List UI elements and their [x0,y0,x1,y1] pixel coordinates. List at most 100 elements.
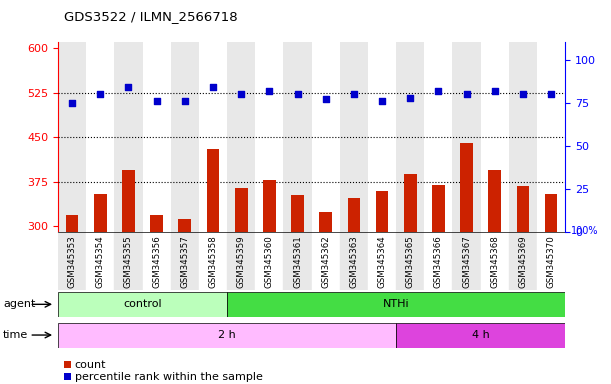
Bar [284,42,312,232]
Bar [488,170,501,384]
Bar [396,232,424,290]
Text: GSM345363: GSM345363 [349,235,359,288]
Text: GSM345359: GSM345359 [236,235,246,288]
Text: time: time [3,330,28,340]
Point [490,88,500,94]
Point [236,91,246,97]
Bar [150,215,163,384]
Bar [432,185,445,384]
Bar [291,195,304,384]
Text: GSM345356: GSM345356 [152,235,161,288]
Text: 100%: 100% [571,226,598,236]
Bar [58,42,86,232]
Point [67,100,77,106]
Bar [235,188,247,384]
Bar [207,149,219,384]
Bar [199,42,227,232]
Bar [509,232,537,290]
Bar [94,194,107,384]
Bar [453,232,481,290]
Text: NTHi: NTHi [383,299,409,310]
Bar [396,323,565,348]
Bar [424,42,453,232]
Text: GSM345365: GSM345365 [406,235,415,288]
Bar [86,232,114,290]
Bar [424,232,453,290]
Point [123,84,133,90]
Bar [255,232,284,290]
Point [293,91,302,97]
Point [518,91,528,97]
Text: count: count [75,360,106,370]
Bar [320,212,332,384]
Bar [178,218,191,384]
Bar [545,194,557,384]
Text: GSM345361: GSM345361 [293,235,302,288]
Bar [376,191,389,384]
Bar [58,292,227,317]
Text: control: control [123,299,162,310]
Text: agent: agent [3,299,35,310]
Point [321,96,331,103]
Text: GSM345364: GSM345364 [378,235,387,288]
Bar [481,42,509,232]
Bar [58,323,396,348]
Bar [114,42,142,232]
Bar [227,42,255,232]
Text: GSM345362: GSM345362 [321,235,330,288]
Text: GSM345355: GSM345355 [124,235,133,288]
Bar [86,42,114,232]
Point [180,98,189,104]
Text: GDS3522 / ILMN_2566718: GDS3522 / ILMN_2566718 [64,10,238,23]
Bar [263,180,276,384]
Bar [537,232,565,290]
Point [265,88,274,94]
Point [405,94,415,101]
Bar [340,42,368,232]
Point [349,91,359,97]
Bar [122,170,135,384]
Bar [255,42,284,232]
Bar [537,42,565,232]
Text: GSM345357: GSM345357 [180,235,189,288]
Bar [453,42,481,232]
Text: GSM345358: GSM345358 [208,235,218,288]
Text: GSM345354: GSM345354 [96,235,105,288]
Bar [142,232,170,290]
Bar [368,232,396,290]
Bar [348,198,360,384]
Text: 2 h: 2 h [218,330,236,340]
Bar [58,232,86,290]
Bar [368,42,396,232]
Bar [396,42,424,232]
Bar [340,232,368,290]
Bar [227,232,255,290]
Text: percentile rank within the sample: percentile rank within the sample [75,372,262,382]
Point [434,88,444,94]
Bar [509,42,537,232]
Bar [516,186,529,384]
Text: GSM345360: GSM345360 [265,235,274,288]
Bar [66,215,78,384]
Bar [404,174,417,384]
Bar [170,42,199,232]
Bar [460,143,473,384]
Point [462,91,472,97]
Text: GSM345369: GSM345369 [518,235,527,288]
Text: 4 h: 4 h [472,330,489,340]
Bar [142,42,170,232]
Bar [481,232,509,290]
Point [546,91,556,97]
Bar [284,232,312,290]
Text: GSM345370: GSM345370 [547,235,555,288]
Point [152,98,161,104]
Bar [114,232,142,290]
Text: GSM345368: GSM345368 [490,235,499,288]
Bar [227,292,565,317]
Text: GSM345367: GSM345367 [462,235,471,288]
Point [95,91,105,97]
Bar [170,232,199,290]
Point [377,98,387,104]
Text: GSM345366: GSM345366 [434,235,443,288]
Point [208,84,218,90]
